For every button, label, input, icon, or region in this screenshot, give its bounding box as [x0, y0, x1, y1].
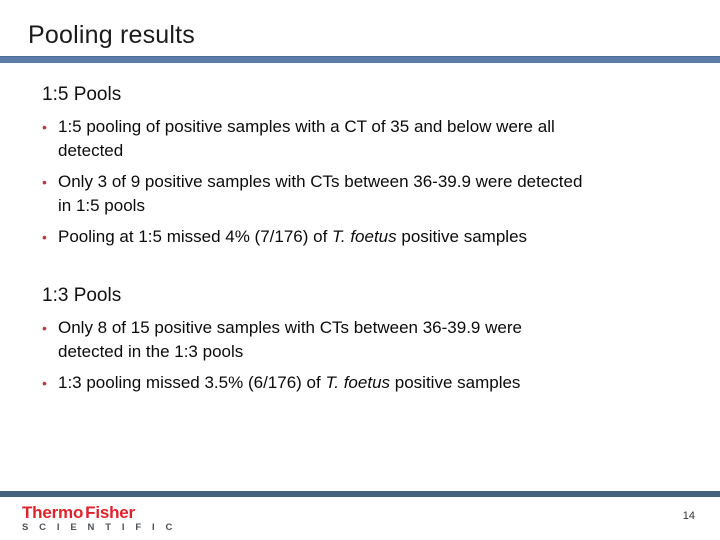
bullet-icon: • [42, 229, 47, 245]
page-title: Pooling results [28, 21, 195, 49]
bullet-text: Only 8 of 15 positive samples with CTs b… [58, 318, 522, 361]
logo-scientific-text: S C I E N T I F I C [22, 522, 177, 533]
bullet-icon: • [42, 119, 47, 135]
bullet-text: 1:5 pooling of positive samples with a C… [58, 117, 555, 160]
bullet-icon: • [42, 375, 47, 391]
slide-body: 1:5 Pools • 1:5 pooling of positive sample… [42, 84, 690, 402]
bullet-item: • 1:3 pooling missed 3.5% (6/176) of T. f… [42, 371, 690, 395]
bullet-icon: • [42, 320, 47, 336]
thermofisher-logo: Thermo Fisher S C I E N T I F I C [22, 504, 176, 533]
section: 1:5 Pools • 1:5 pooling of positive sample… [42, 84, 690, 249]
bullet-text: Only 3 of 9 positive samples with CTs be… [58, 172, 583, 215]
bullet-text: Pooling at 1:5 missed 4% (7/176) of T. f… [58, 227, 528, 246]
section-heading: 1:5 Pools [42, 84, 122, 105]
bullet-icon: • [42, 174, 47, 190]
bullet-item: • Only 8 of 15 positive samples with CTs … [42, 316, 690, 364]
bullet-item: • Pooling at 1:5 missed 4% (7/176) of T. … [42, 225, 690, 249]
section-heading: 1:3 Pools [42, 285, 122, 306]
footer-divider-bar [0, 491, 720, 497]
bullet-item: • 1:5 pooling of positive samples with a … [42, 115, 690, 163]
bullet-item: • Only 3 of 9 positive samples with CTs b… [42, 170, 690, 218]
section: 1:3 Pools • Only 8 of 15 positive samples … [42, 285, 690, 395]
logo-fisher-text: Fisher [85, 503, 135, 522]
page-number: 14 [682, 510, 695, 522]
logo-thermo-text: Thermo [22, 503, 84, 522]
title-divider-bar [0, 56, 720, 63]
bullet-text: 1:3 pooling missed 3.5% (6/176) of T. fo… [58, 373, 521, 392]
logo-wordmark: Thermo Fisher [22, 504, 176, 521]
